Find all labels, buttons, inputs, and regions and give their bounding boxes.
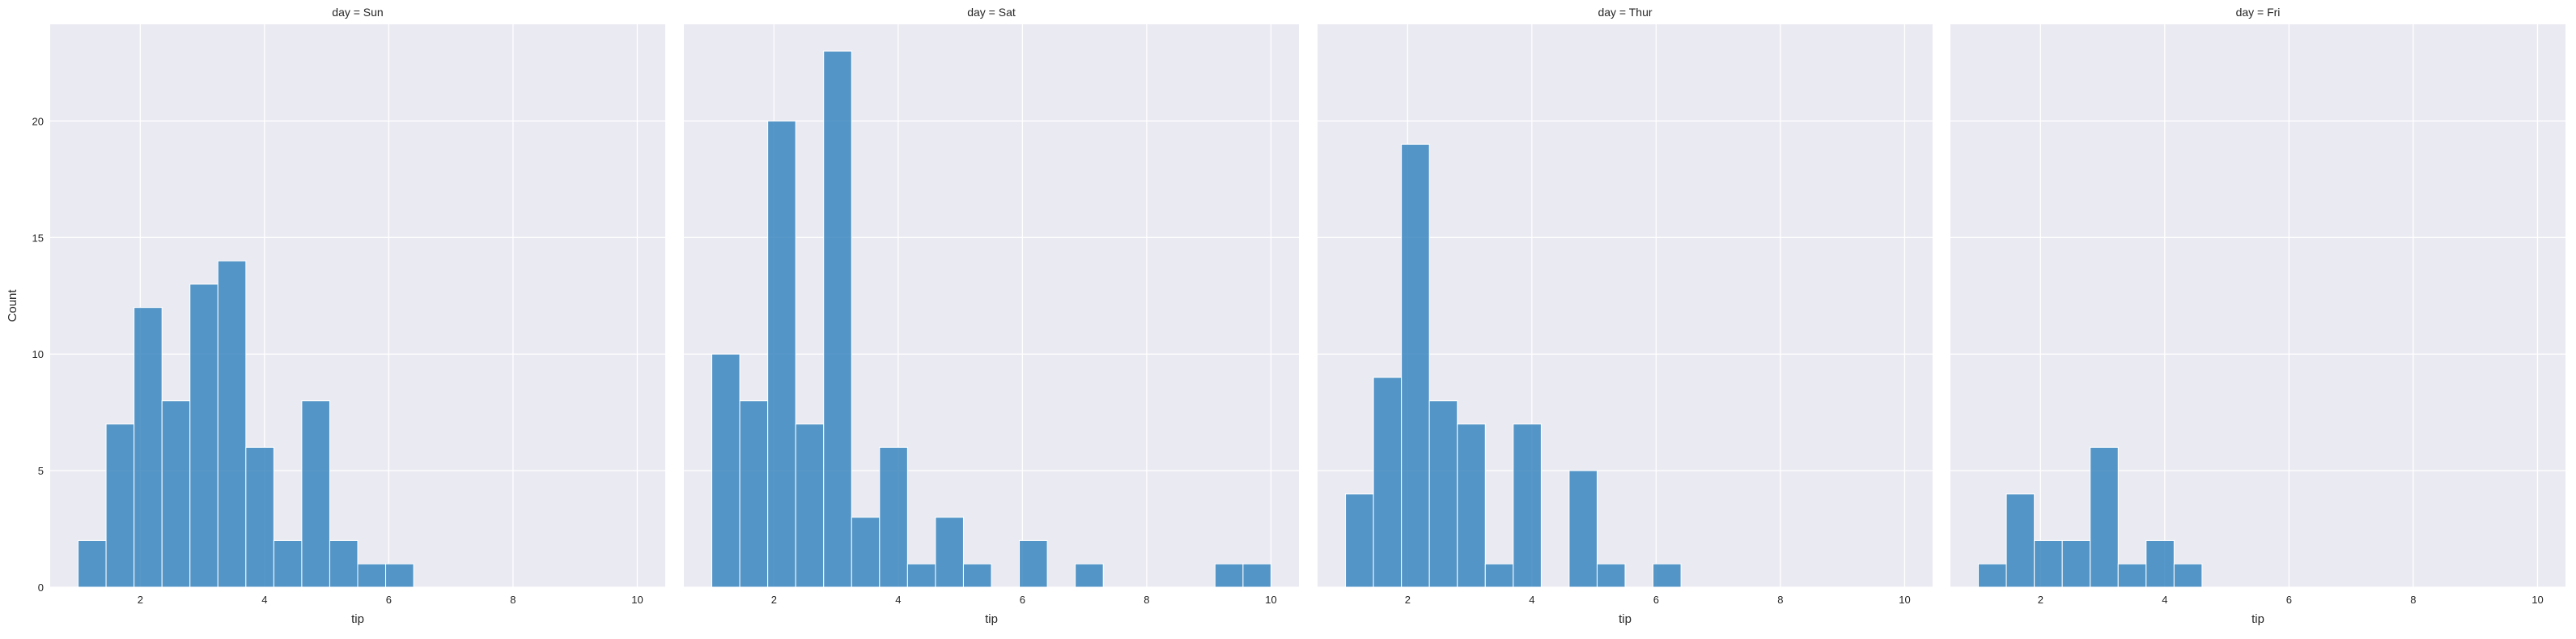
x-tick-label: 10 [1265,594,1276,606]
histogram-bar [1484,563,1514,588]
histogram-bar [329,539,359,588]
histogram-bar [189,283,219,588]
histogram-bar [78,539,107,588]
histogram-bar [2061,539,2091,588]
histogram-bar [2173,563,2203,588]
histogram-bar [1428,400,1458,588]
x-tick-label: 10 [1899,594,1910,606]
histogram-bar [357,563,387,588]
histogram-bar [2005,493,2035,588]
histogram-bar [1019,539,1048,588]
histogram-bar [1457,424,1486,588]
x-tick-label: 2 [1405,594,1411,606]
y-tick-label: 15 [32,232,44,244]
histogram-bar [795,424,825,588]
facet-title: day = Thur [1598,6,1652,19]
plot-background [1950,24,2565,587]
facet-title: day = Sat [967,6,1016,19]
x-tick-label: 10 [2531,594,2543,606]
histogram-bar [2090,446,2119,588]
histogram-bar [134,307,163,588]
x-tick-label: 4 [2162,594,2167,606]
histogram-bar [935,517,964,588]
histogram-bar [105,424,135,588]
x-axis-label: tip [1619,612,1632,626]
x-tick-label: 4 [895,594,901,606]
x-tick-label: 2 [138,594,143,606]
x-tick-label: 6 [386,594,392,606]
y-tick-label: 0 [38,581,44,594]
x-tick-label: 6 [2286,594,2292,606]
x-tick-label: 8 [510,594,516,606]
facet-panel-3: day = Fri 2 4 6 8 10 tip [1950,6,2565,626]
histogram-bar [273,539,303,588]
histogram-bar [851,517,881,588]
histogram-bar [2145,539,2175,588]
histogram-bar [1345,493,1374,588]
histogram-bar [1242,563,1271,588]
histogram-bar [1373,377,1403,588]
y-tick-label: 20 [32,115,44,127]
facet-panel-1: day = Sat 2 4 6 8 10 tip [684,6,1299,626]
x-tick-label: 2 [2038,594,2043,606]
histogram-bar [879,446,908,588]
histogram-bar [1596,563,1626,588]
histogram-bar [767,120,796,588]
histogram-bar [1568,470,1598,588]
x-axis-label: tip [351,612,364,626]
x-tick-label: 6 [1020,594,1025,606]
histogram-bar [161,400,191,588]
x-axis-label: tip [985,612,998,626]
facet-title: day = Sun [332,6,383,19]
histogram-bar [823,50,852,588]
histogram-bar [245,446,274,588]
x-tick-label: 8 [1144,594,1149,606]
x-tick-label: 8 [1777,594,1783,606]
x-tick-label: 10 [631,594,643,606]
x-tick-label: 2 [771,594,777,606]
y-tick-label: 10 [32,348,44,360]
histogram-bar [711,353,741,588]
histogram-bar [739,400,769,588]
histogram-bar [1401,143,1430,588]
histogram-bar [1214,563,1244,588]
x-tick-label: 8 [2410,594,2416,606]
histogram-bar [1978,563,2007,588]
x-tick-label: 4 [261,594,267,606]
histogram-bar [1653,563,1682,588]
facet-title: day = Fri [2236,6,2281,19]
facet-panel-0: day = Sun 2 4 6 8 10 tip 0 5 10 15 20 Count [6,6,665,626]
histogram-bar [217,260,247,588]
y-axis-label: Count [6,289,19,322]
histogram-bar [1513,424,1542,588]
facet-panel-2: day = Thur 2 4 6 8 10 tip [1318,6,1933,626]
x-tick-label: 6 [1653,594,1659,606]
histogram-bar [906,563,936,588]
x-tick-label: 4 [1529,594,1534,606]
histogram-bar [1075,563,1104,588]
histogram-bar [385,563,414,588]
histogram-bar [301,400,330,588]
y-tick-label: 5 [38,465,44,477]
histogram-bar [2117,563,2147,588]
histogram-bar [962,563,992,588]
x-axis-label: tip [2251,612,2264,626]
histogram-bar [2034,539,2063,588]
